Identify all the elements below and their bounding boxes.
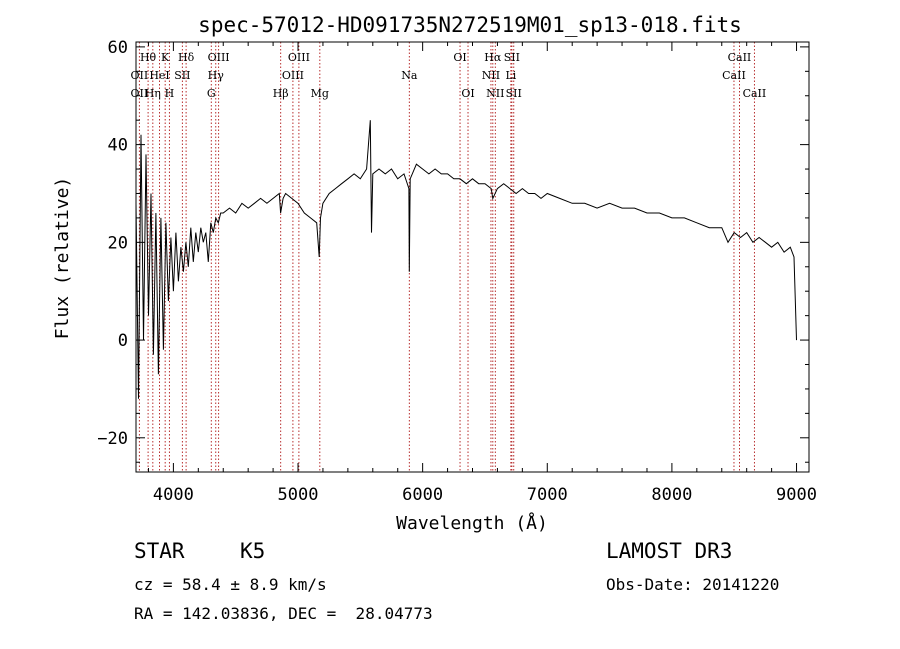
observation-date: Obs-Date: 20141220 bbox=[606, 575, 780, 594]
x-axis-label: Wavelength (Å) bbox=[396, 512, 548, 534]
line-label: CaII bbox=[722, 69, 746, 82]
y-tick-label: −20 bbox=[97, 429, 128, 449]
line-label: CaII bbox=[743, 87, 767, 100]
line-label: SII bbox=[506, 87, 522, 100]
line-label: Na bbox=[401, 69, 418, 82]
line-label: HeI bbox=[149, 69, 169, 82]
line-label: OIII bbox=[208, 51, 230, 64]
line-label: NII bbox=[486, 87, 504, 100]
redshift-velocity: cz = 58.4 ± 8.9 km/s bbox=[134, 575, 327, 594]
spectrum-line bbox=[135, 120, 797, 399]
x-axis-ticks: 4000 5000 6000 7000 8000 9000 bbox=[147, 42, 817, 505]
line-label: G bbox=[207, 87, 216, 100]
survey-name: LAMOST DR3 bbox=[606, 539, 733, 563]
x-tick-label: 5000 bbox=[278, 485, 319, 505]
line-label: SII bbox=[174, 69, 190, 82]
y-tick-label: 40 bbox=[108, 136, 128, 156]
y-tick-label: 20 bbox=[108, 233, 128, 253]
line-label: Hβ bbox=[273, 87, 289, 100]
line-label: CaII bbox=[728, 51, 752, 64]
line-label: Hα bbox=[484, 51, 502, 64]
line-label: OII bbox=[131, 69, 149, 82]
line-label: OI bbox=[461, 87, 474, 100]
x-tick-label: 7000 bbox=[527, 485, 568, 505]
y-axis-label: Flux (relative) bbox=[52, 177, 73, 340]
spectral-line-markers bbox=[138, 42, 755, 472]
x-tick-label: 6000 bbox=[402, 485, 443, 505]
object-class: STAR bbox=[134, 539, 185, 563]
spectral-line-labels: OII OII Hθ Hη HeI K H SII Hδ G Hγ OIII Hβ OIII OIII Mg N… bbox=[131, 51, 767, 100]
line-label: H bbox=[165, 87, 175, 100]
line-label: Hδ bbox=[178, 51, 195, 64]
line-label: OIII bbox=[282, 69, 304, 82]
line-label: Li bbox=[505, 69, 516, 82]
line-label: Hθ bbox=[140, 51, 157, 64]
coordinates: RA = 142.03836, DEC = 28.04773 bbox=[134, 604, 433, 623]
line-label: NII bbox=[482, 69, 500, 82]
line-label: K bbox=[161, 51, 170, 64]
line-label: SII bbox=[504, 51, 520, 64]
x-tick-label: 9000 bbox=[776, 485, 817, 505]
object-subclass: K5 bbox=[240, 539, 266, 563]
line-label: OII bbox=[131, 87, 149, 100]
x-tick-label: 8000 bbox=[651, 485, 692, 505]
y-tick-label: 0 bbox=[118, 331, 128, 351]
y-axis-ticks: −20 0 20 40 60 bbox=[97, 38, 809, 463]
line-label: OIII bbox=[288, 51, 310, 64]
line-label: Mg bbox=[311, 87, 329, 100]
line-label: OI bbox=[453, 51, 466, 64]
x-tick-label: 4000 bbox=[153, 485, 194, 505]
line-label: Hη bbox=[145, 87, 161, 100]
plot-frame bbox=[135, 41, 810, 473]
line-label: Hγ bbox=[208, 69, 225, 82]
chart-title: spec-57012-HD091735N272519M01_sp13-018.f… bbox=[198, 13, 742, 37]
y-tick-label: 60 bbox=[108, 38, 128, 58]
